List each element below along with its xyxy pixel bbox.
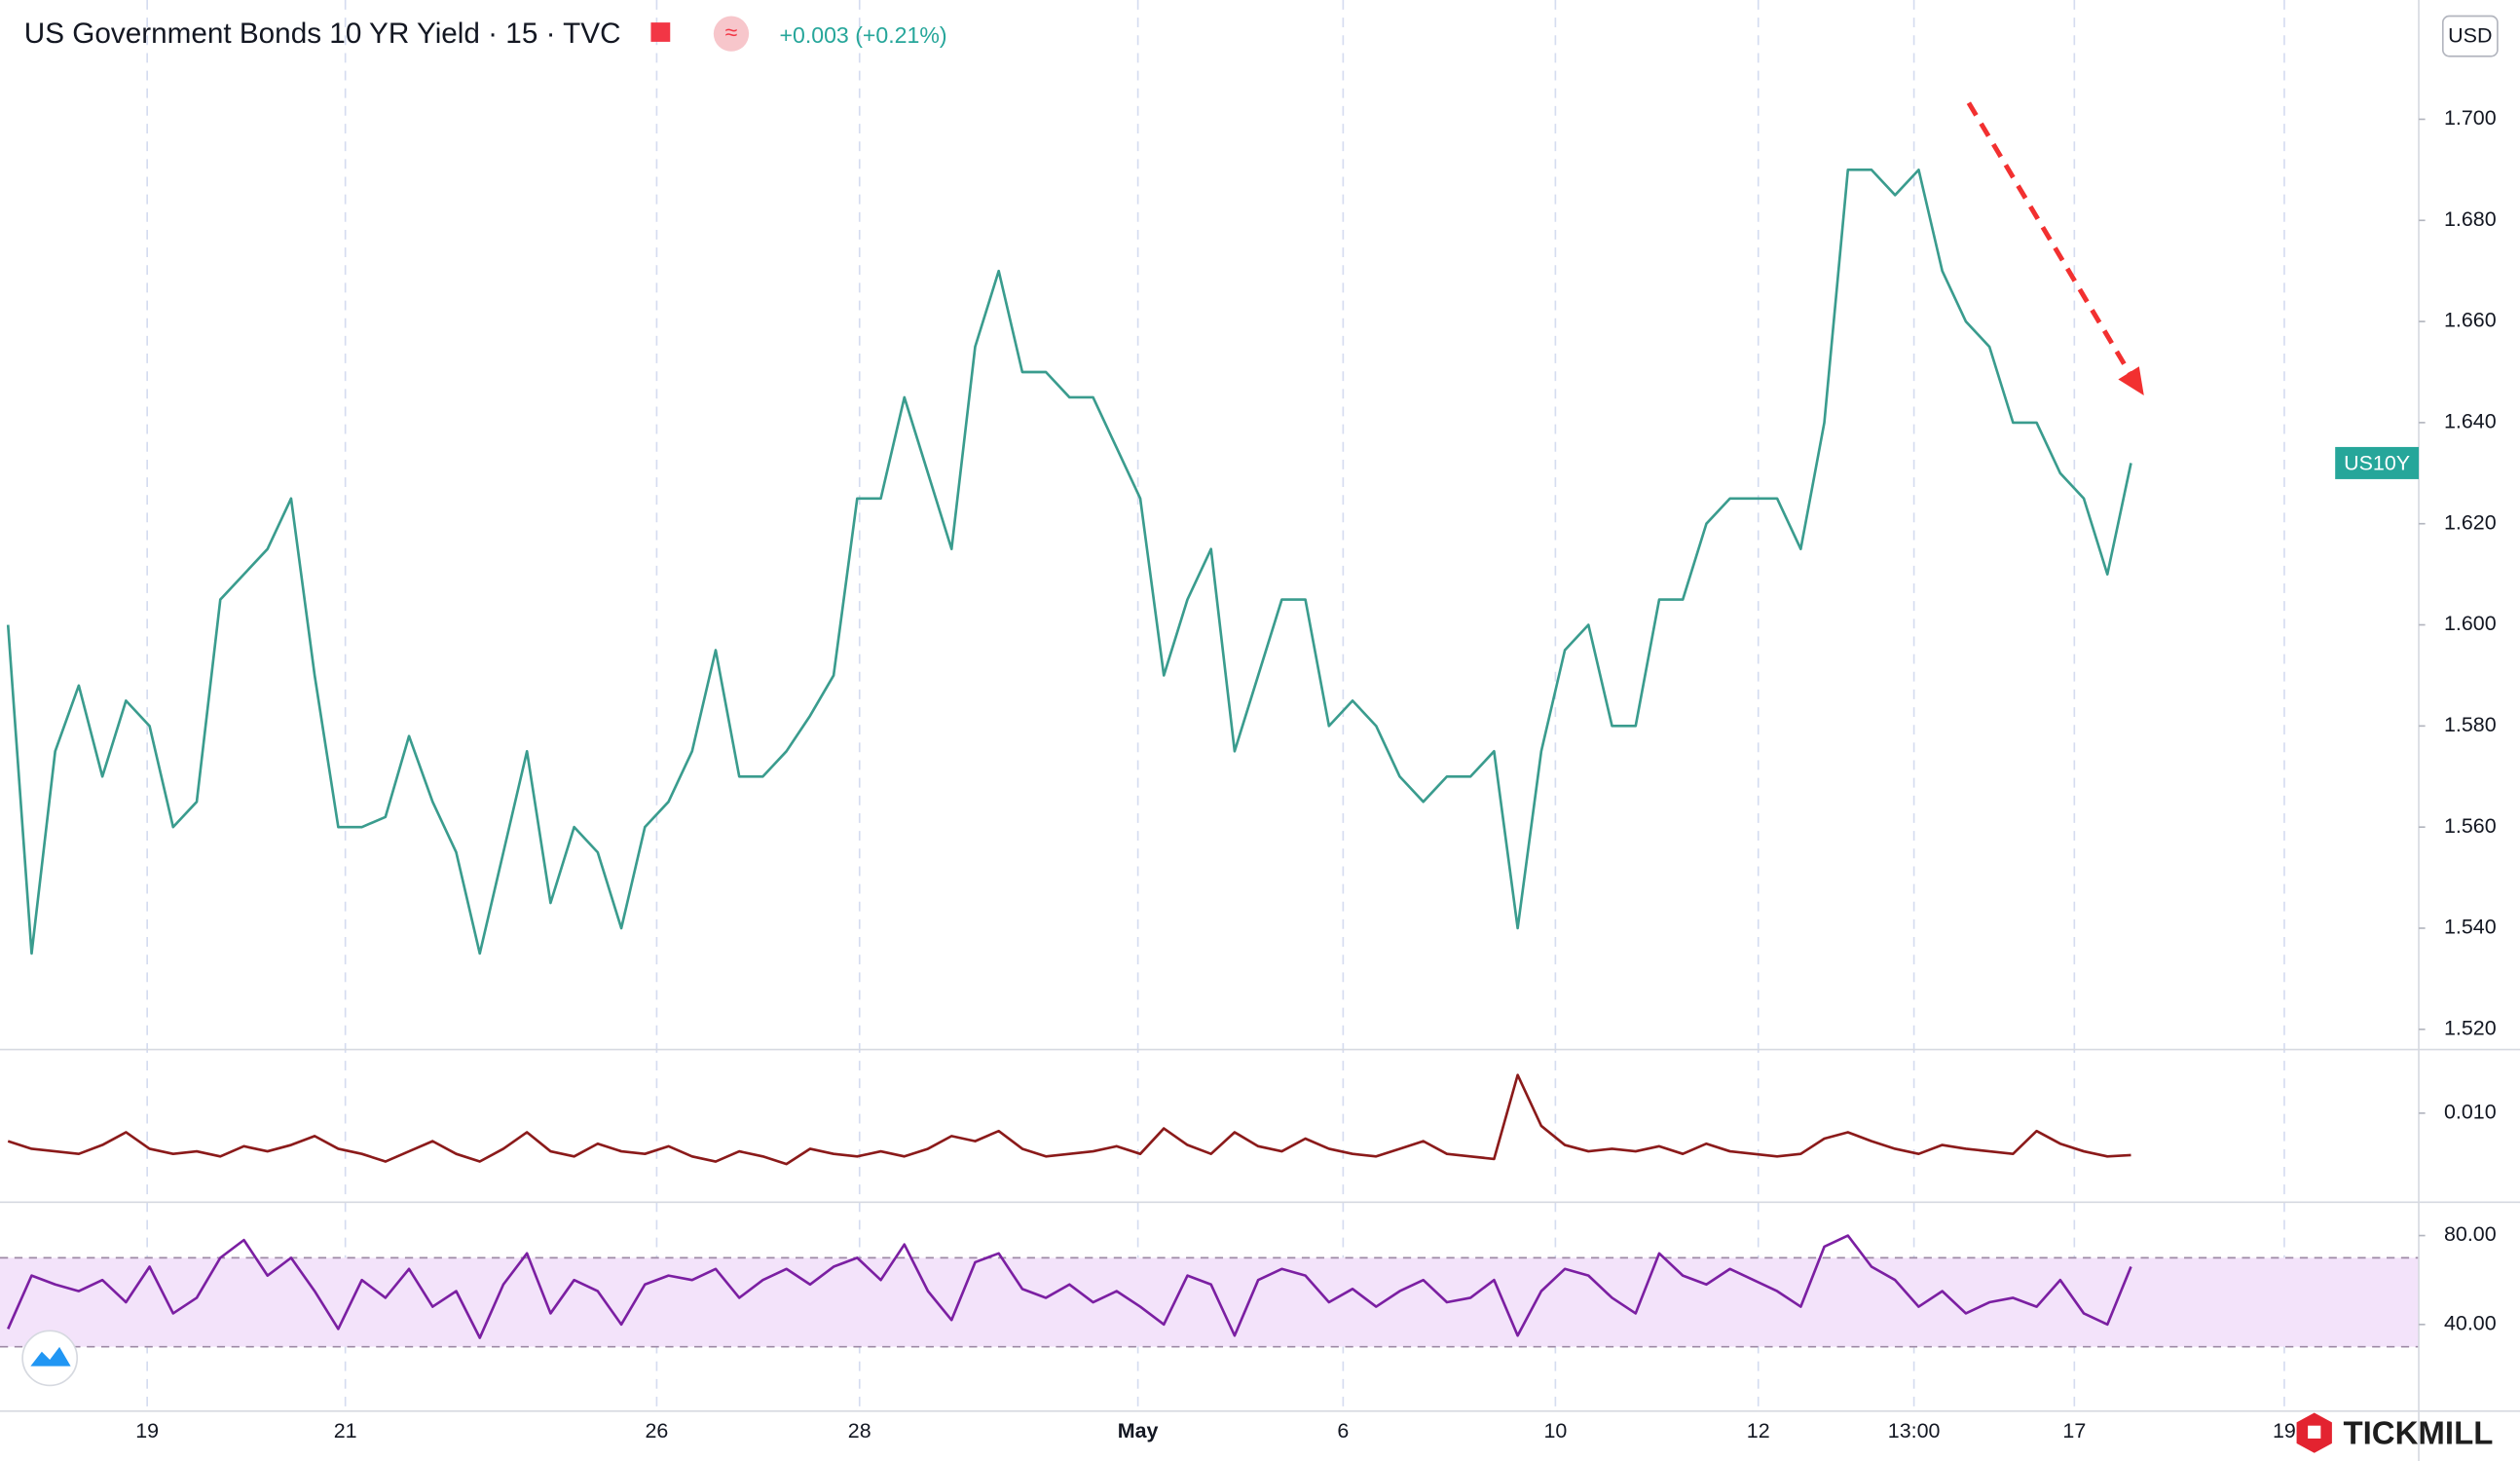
tv-badge[interactable] [21, 1330, 79, 1387]
flag-icon [650, 22, 671, 42]
x-tick-label: May [1118, 1419, 1159, 1442]
x-tick-label: 6 [1337, 1419, 1349, 1442]
y-tick-label: 80.00 [2444, 1222, 2497, 1246]
x-tick-label: 26 [645, 1419, 668, 1442]
series-line [7, 1073, 2131, 1166]
x-tick-label: 19 [135, 1419, 159, 1442]
x-tick-label: 12 [1747, 1419, 1770, 1442]
trend-arrow-head [2118, 366, 2144, 395]
brand-text: TICKMILL [2343, 1414, 2493, 1450]
y-tick-label: 40.00 [2444, 1312, 2497, 1335]
series-line [7, 1234, 2132, 1339]
y-tick-label: 1.560 [2444, 814, 2497, 838]
price-tag-label: US10Y [2344, 452, 2410, 475]
delay-icon-glyph: ≈ [725, 19, 738, 45]
x-tick-label: 19 [2273, 1419, 2296, 1442]
x-tick-label: 17 [2062, 1419, 2086, 1442]
y-tick-label: 1.580 [2444, 713, 2497, 736]
y-tick-label: 1.520 [2444, 1016, 2497, 1039]
price-tag [2335, 446, 2420, 479]
y-tick-label: 1.700 [2444, 106, 2497, 130]
grid-layer [0, 0, 2420, 1411]
rsi-band [0, 1257, 2420, 1347]
y-tick-label: 1.660 [2444, 309, 2497, 332]
brand-icon-inner [2308, 1425, 2321, 1439]
plot-layer [6, 169, 2132, 1339]
x-tick-label: 21 [334, 1419, 357, 1442]
trend-arrow [1966, 101, 2132, 375]
tv-badge-icon [30, 1346, 71, 1367]
x-tick-label: 28 [848, 1419, 871, 1442]
y-tick-label: 1.620 [2444, 510, 2497, 534]
x-tick-label: 13:00 [1888, 1419, 1941, 1442]
brand-logo: TICKMILL [2296, 1412, 2493, 1453]
y-tick-label: 0.010 [2444, 1101, 2497, 1124]
series-line [6, 169, 2132, 955]
y-tick-label: 1.640 [2444, 410, 2497, 433]
y-tick-label: 1.680 [2444, 207, 2497, 231]
currency-label[interactable]: USD [2448, 24, 2492, 48]
delay-icon [713, 16, 750, 52]
chart-title: US Government Bonds 10 YR Yield · 15 · T… [24, 18, 621, 50]
y-tick-label: 1.600 [2444, 612, 2497, 635]
y-tick-label: 1.540 [2444, 916, 2497, 939]
change-label: +0.003 (+0.21%) [779, 22, 946, 48]
x-tick-label: 10 [1543, 1419, 1567, 1442]
currency-button[interactable] [2441, 15, 2499, 57]
